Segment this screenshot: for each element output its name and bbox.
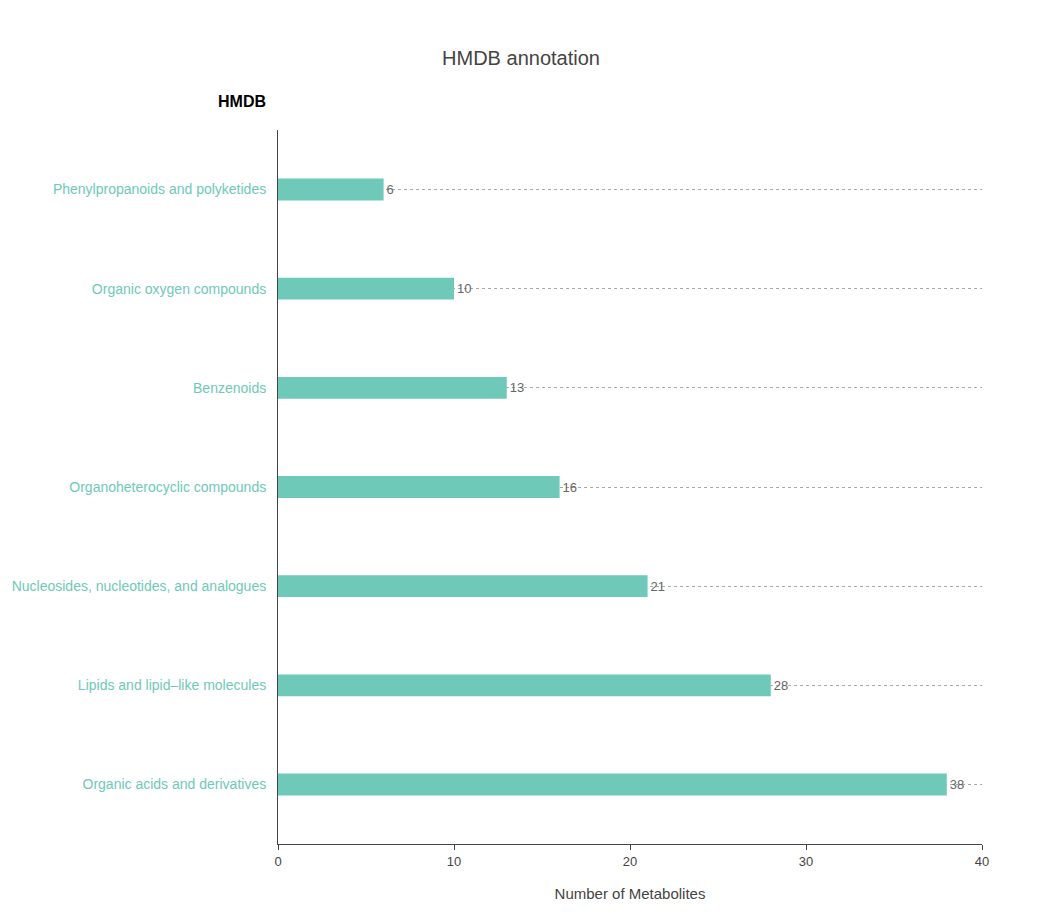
svg-text:21: 21 <box>651 579 665 594</box>
svg-text:HMDB: HMDB <box>218 93 266 110</box>
svg-text:Phenylpropanoids and polyketid: Phenylpropanoids and polyketides <box>53 181 266 197</box>
svg-text:Number of Metabolites: Number of Metabolites <box>555 885 706 902</box>
svg-text:10: 10 <box>447 854 461 869</box>
svg-text:Lipids and lipid–like molecule: Lipids and lipid–like molecules <box>78 677 266 693</box>
svg-text:13: 13 <box>510 380 524 395</box>
svg-text:30: 30 <box>799 854 813 869</box>
svg-text:Organoheterocyclic compounds: Organoheterocyclic compounds <box>69 479 266 495</box>
svg-text:0: 0 <box>274 854 281 869</box>
svg-text:Nucleosides, nucleotides, and: Nucleosides, nucleotides, and analogues <box>12 578 267 594</box>
svg-text:10: 10 <box>457 281 471 296</box>
svg-text:HMDB annotation: HMDB annotation <box>442 47 600 69</box>
svg-text:Organic oxygen compounds: Organic oxygen compounds <box>92 281 266 297</box>
svg-text:Organic acids and derivatives: Organic acids and derivatives <box>83 776 267 792</box>
svg-text:40: 40 <box>975 854 989 869</box>
svg-text:28: 28 <box>774 678 788 693</box>
svg-text:20: 20 <box>623 854 637 869</box>
svg-text:16: 16 <box>563 480 577 495</box>
svg-text:38: 38 <box>950 777 964 792</box>
svg-text:Benzenoids: Benzenoids <box>193 380 266 396</box>
svg-text:6: 6 <box>387 182 394 197</box>
